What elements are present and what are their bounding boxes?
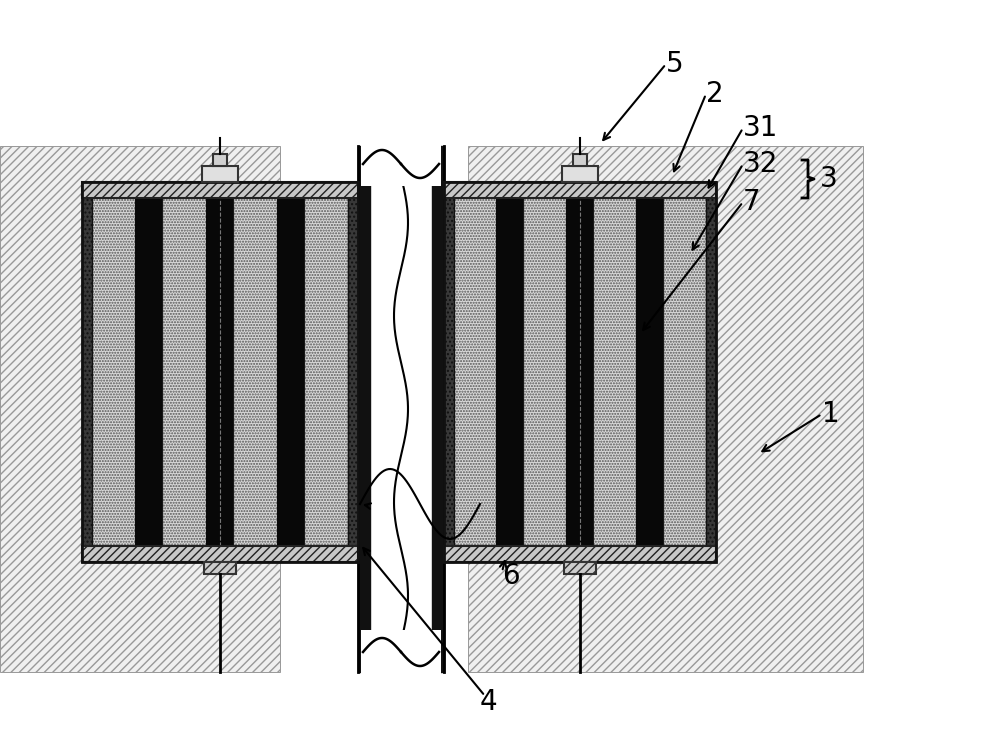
Bar	[361, 142, 441, 186]
Bar	[163, 198, 206, 546]
Bar	[444, 546, 716, 562]
Bar	[305, 198, 348, 546]
Bar	[468, 146, 863, 672]
Bar	[454, 198, 496, 546]
Text: 6: 6	[502, 562, 520, 590]
Bar	[277, 198, 305, 546]
Bar	[361, 630, 441, 674]
Bar	[234, 198, 277, 546]
Text: 5: 5	[666, 50, 684, 78]
Text: 3: 3	[820, 165, 838, 193]
Bar	[82, 182, 358, 198]
Bar	[524, 198, 566, 546]
Bar	[706, 182, 716, 562]
Bar	[358, 146, 370, 672]
Text: 7: 7	[743, 188, 761, 216]
Bar	[135, 198, 163, 546]
Bar	[594, 198, 636, 546]
Bar	[444, 182, 716, 198]
Bar	[0, 146, 280, 672]
Bar	[213, 154, 227, 166]
Bar	[82, 182, 92, 562]
Bar	[664, 198, 706, 546]
Bar	[206, 198, 234, 546]
Bar	[444, 182, 454, 562]
Bar	[562, 166, 598, 182]
Text: 2: 2	[706, 80, 724, 108]
Bar	[92, 198, 135, 546]
Bar	[444, 182, 716, 562]
Bar	[432, 146, 444, 672]
Bar	[566, 198, 594, 546]
Bar	[370, 146, 432, 672]
Bar	[636, 198, 664, 546]
Text: 1: 1	[822, 400, 840, 428]
Bar	[348, 182, 358, 562]
Text: 32: 32	[743, 150, 778, 178]
Bar	[202, 166, 238, 182]
Text: 4: 4	[480, 688, 498, 716]
Bar	[82, 546, 358, 562]
Bar	[564, 562, 596, 574]
Text: 31: 31	[743, 114, 778, 142]
Bar	[204, 562, 236, 574]
Bar	[82, 182, 358, 562]
Bar	[496, 198, 524, 546]
Bar	[573, 154, 587, 166]
